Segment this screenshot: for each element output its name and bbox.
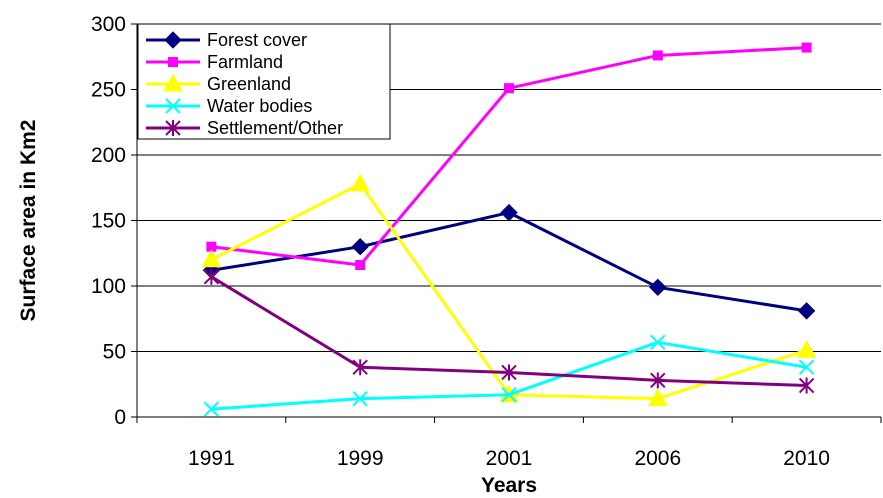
data-point-farmland-2010 <box>801 42 812 53</box>
data-point-farmland-2006 <box>652 50 663 61</box>
y-axis-title: Surface area in Km2 <box>17 120 40 322</box>
data-point-water-bodies-2010 <box>798 359 815 375</box>
series-water-bodies <box>203 334 815 417</box>
data-point-settlement-other-2006 <box>650 372 666 389</box>
legend-item-settlement-other: Settlement/Other <box>146 118 343 138</box>
legend-marker-farmland <box>168 57 178 67</box>
series-layer <box>201 42 817 417</box>
series-farmland <box>206 42 812 271</box>
data-point-settlement-other-1999 <box>352 359 368 376</box>
legend-item-farmland: Farmland <box>146 52 283 72</box>
y-tick-label: 150 <box>91 210 126 233</box>
y-tick-label: 200 <box>91 144 126 167</box>
data-point-farmland-2001 <box>504 83 514 94</box>
x-tick-label-1991: 1991 <box>188 447 235 470</box>
legend-label-greenland: Greenland <box>207 74 291 94</box>
data-point-water-bodies-2006 <box>650 334 666 351</box>
legend-label-forest-cover: Forest cover <box>207 30 307 50</box>
x-axis-title: Years <box>481 474 537 497</box>
legend-marker-greenland <box>163 73 183 92</box>
x-tick-label-2001: 2001 <box>486 447 533 470</box>
legend-item-greenland: Greenland <box>146 73 291 94</box>
data-point-settlement-other-1991 <box>203 268 220 285</box>
series-settlement-other <box>203 268 815 394</box>
legend-box <box>137 23 391 140</box>
legend-item-forest-cover: Forest cover <box>146 30 307 50</box>
data-point-farmland-1991 <box>206 241 217 252</box>
series-forest-cover <box>202 203 816 320</box>
y-tick-label: 0 <box>114 406 126 429</box>
data-point-farmland-1999 <box>355 260 366 271</box>
data-point-settlement-other-2001 <box>501 364 517 381</box>
data-point-greenland-2006 <box>647 388 668 407</box>
data-point-greenland-2010 <box>796 340 817 358</box>
legend-label-settlement-other: Settlement/Other <box>207 118 343 138</box>
data-point-water-bodies-1999 <box>352 390 368 407</box>
legend-marker-settlement-other <box>165 120 181 136</box>
x-axis-ticks: 1991 1999 2001 2006 2010 <box>136 417 882 470</box>
x-tick-label-2006: 2006 <box>634 447 681 470</box>
data-point-forest-cover-2010 <box>797 302 816 320</box>
data-point-greenland-1999 <box>350 173 371 192</box>
data-point-forest-cover-2001 <box>500 203 518 222</box>
data-point-greenland-1991 <box>201 249 222 268</box>
data-point-water-bodies-2001 <box>501 387 517 403</box>
series-line-forest-cover <box>211 211 807 313</box>
y-tick-label: 250 <box>91 79 126 102</box>
data-point-water-bodies-1991 <box>203 401 220 417</box>
data-point-forest-cover-1999 <box>351 237 369 256</box>
legend-label-farmland: Farmland <box>207 52 283 72</box>
y-axis-ticks: 0 50 100 150 200 250 300 <box>91 13 137 429</box>
legend-label-water-bodies: Water bodies <box>207 96 312 116</box>
y-tick-label: 100 <box>91 275 126 298</box>
x-tick-label-2010: 2010 <box>783 447 830 470</box>
legend-item-water-bodies: Water bodies <box>146 96 312 116</box>
data-point-forest-cover-2006 <box>649 278 667 297</box>
y-tick-label: 50 <box>103 341 126 364</box>
y-tick-label: 300 <box>91 13 126 36</box>
data-point-settlement-other-2010 <box>798 377 815 394</box>
x-tick-label-1999: 1999 <box>337 447 384 470</box>
legend-marker-water-bodies <box>165 98 181 114</box>
legend-marker-forest-cover <box>164 31 182 49</box>
